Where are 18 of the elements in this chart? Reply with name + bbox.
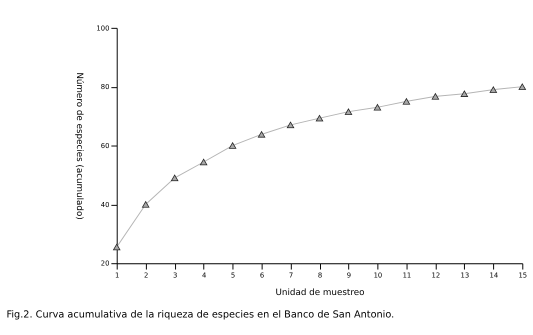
point (258, 131, 266, 138)
point (490, 86, 497, 93)
point (374, 104, 382, 110)
point (344, 108, 352, 115)
caption: Fig.2. Curva acumulativa de la riqueza de especies en el Banco de San Antonio. (6, 310, 394, 321)
point (402, 98, 410, 105)
point (518, 83, 526, 90)
point (200, 158, 208, 166)
point (460, 90, 468, 97)
point (171, 174, 178, 182)
x-axis-title: Unidad de muestreo (276, 288, 364, 298)
point (432, 93, 440, 100)
point (228, 142, 236, 149)
point (142, 201, 150, 208)
point (316, 114, 324, 122)
point (113, 244, 120, 250)
y-axis-title: Número de especies (acumulado) (74, 72, 84, 220)
point (286, 122, 294, 128)
